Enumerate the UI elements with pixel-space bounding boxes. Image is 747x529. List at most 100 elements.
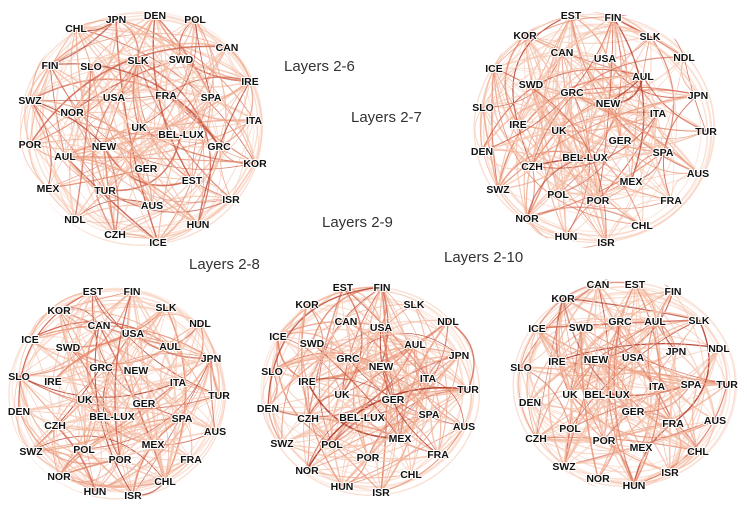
network-edge xyxy=(115,18,182,135)
network-edge xyxy=(331,343,416,445)
network-edge xyxy=(607,102,632,182)
network-edge xyxy=(597,450,699,485)
network-edge xyxy=(94,357,212,492)
node-label-por: POR xyxy=(357,452,380,464)
network-edge xyxy=(669,347,720,473)
network-edge xyxy=(306,303,363,418)
node-label-ice: ICE xyxy=(269,331,287,343)
network-edge xyxy=(271,348,469,390)
node-label-aul: AUL xyxy=(404,339,426,351)
network-edge xyxy=(565,199,599,237)
network-edge xyxy=(53,424,96,492)
network-edge xyxy=(497,188,567,237)
network-edge xyxy=(535,383,728,442)
halo-edge xyxy=(482,23,713,242)
network-edge xyxy=(197,80,251,225)
node-label-ire: IRE xyxy=(44,376,62,388)
network-edge xyxy=(306,377,429,471)
node-label-jpn: JPN xyxy=(449,350,469,362)
network-edge xyxy=(180,58,220,147)
network-edge xyxy=(303,286,383,471)
network-edge xyxy=(341,286,383,395)
node-label-hun: HUN xyxy=(555,231,578,243)
network-edge xyxy=(191,179,232,200)
network-edge xyxy=(119,322,201,460)
node-label-usa: USA xyxy=(122,328,145,340)
nodes: EST FIN KOR CAN SLK ICE SWD USA NDL AUL GRC JPN SLO N… xyxy=(470,9,718,250)
network-edge xyxy=(29,99,66,157)
node-label-kor: KOR xyxy=(551,293,575,305)
network-edge xyxy=(132,59,140,128)
network-edge xyxy=(531,112,659,169)
network-edge xyxy=(311,341,382,367)
node-label-pol: POL xyxy=(559,423,581,435)
network-edge xyxy=(114,198,232,235)
network-edge xyxy=(535,347,720,439)
node-label-fin: FIN xyxy=(124,286,141,298)
network-edge xyxy=(114,290,133,460)
network-edge xyxy=(181,416,216,432)
network-edge xyxy=(367,354,460,458)
node-label-kor: KOR xyxy=(47,305,71,317)
network-edge xyxy=(529,347,720,410)
network-edge xyxy=(18,410,183,430)
network-edge xyxy=(530,80,664,153)
node-label-tur: TUR xyxy=(695,126,717,138)
network-edge xyxy=(157,179,193,243)
network-edge xyxy=(281,388,469,449)
node-label-chl: CHL xyxy=(631,220,653,232)
network-edge xyxy=(604,57,659,114)
network-edge xyxy=(29,45,228,145)
network-edge xyxy=(58,309,154,445)
node-label-slo: SLO xyxy=(80,61,102,73)
network-edge xyxy=(526,156,586,219)
network-edge xyxy=(497,75,644,190)
network-edge xyxy=(380,425,465,493)
network-edge xyxy=(493,14,572,69)
network-edge xyxy=(595,358,674,424)
network-edge xyxy=(18,345,171,412)
node-label-ger: GER xyxy=(133,398,156,410)
node-label-hun: HUN xyxy=(187,219,210,231)
network-edge xyxy=(94,458,121,492)
network-edge xyxy=(29,143,76,220)
network-edge xyxy=(481,75,644,152)
network-edge xyxy=(18,290,133,377)
network-edge xyxy=(29,99,105,147)
network-edge xyxy=(64,14,156,157)
node-label-grc: GRC xyxy=(560,87,584,99)
network-edge xyxy=(138,18,197,128)
network-edge xyxy=(619,139,699,175)
network-edge xyxy=(571,86,699,96)
node-label-usa: USA xyxy=(103,92,126,104)
network-edge xyxy=(135,369,216,432)
network-edge xyxy=(74,65,92,220)
node-label-new: NEW xyxy=(124,365,149,377)
network-edge xyxy=(267,286,383,409)
network-edge xyxy=(100,361,137,371)
network-edge xyxy=(307,417,401,439)
network-edge xyxy=(58,309,102,368)
network-edge xyxy=(18,375,60,477)
node-label-mex: MEX xyxy=(630,442,653,454)
node-label-mex: MEX xyxy=(37,183,60,195)
network-edge xyxy=(526,283,599,439)
network-edge xyxy=(103,145,193,187)
network-edge xyxy=(52,357,212,382)
node-label-den: DEN xyxy=(519,397,541,409)
node-label-swz: SWZ xyxy=(486,184,510,196)
network-edge xyxy=(493,67,707,132)
network-edge xyxy=(92,288,212,359)
network-edge xyxy=(327,286,344,487)
network-edge xyxy=(428,413,465,427)
network-edge xyxy=(381,286,429,379)
node-label-aul: AUL xyxy=(159,341,181,353)
network-edge xyxy=(98,290,133,368)
network-edge xyxy=(104,133,182,192)
network-edge xyxy=(389,398,401,439)
network-edge xyxy=(413,303,448,455)
network-edge xyxy=(414,343,431,379)
network-edge xyxy=(563,14,572,237)
network-edge xyxy=(493,54,606,69)
network-edge xyxy=(119,458,192,468)
